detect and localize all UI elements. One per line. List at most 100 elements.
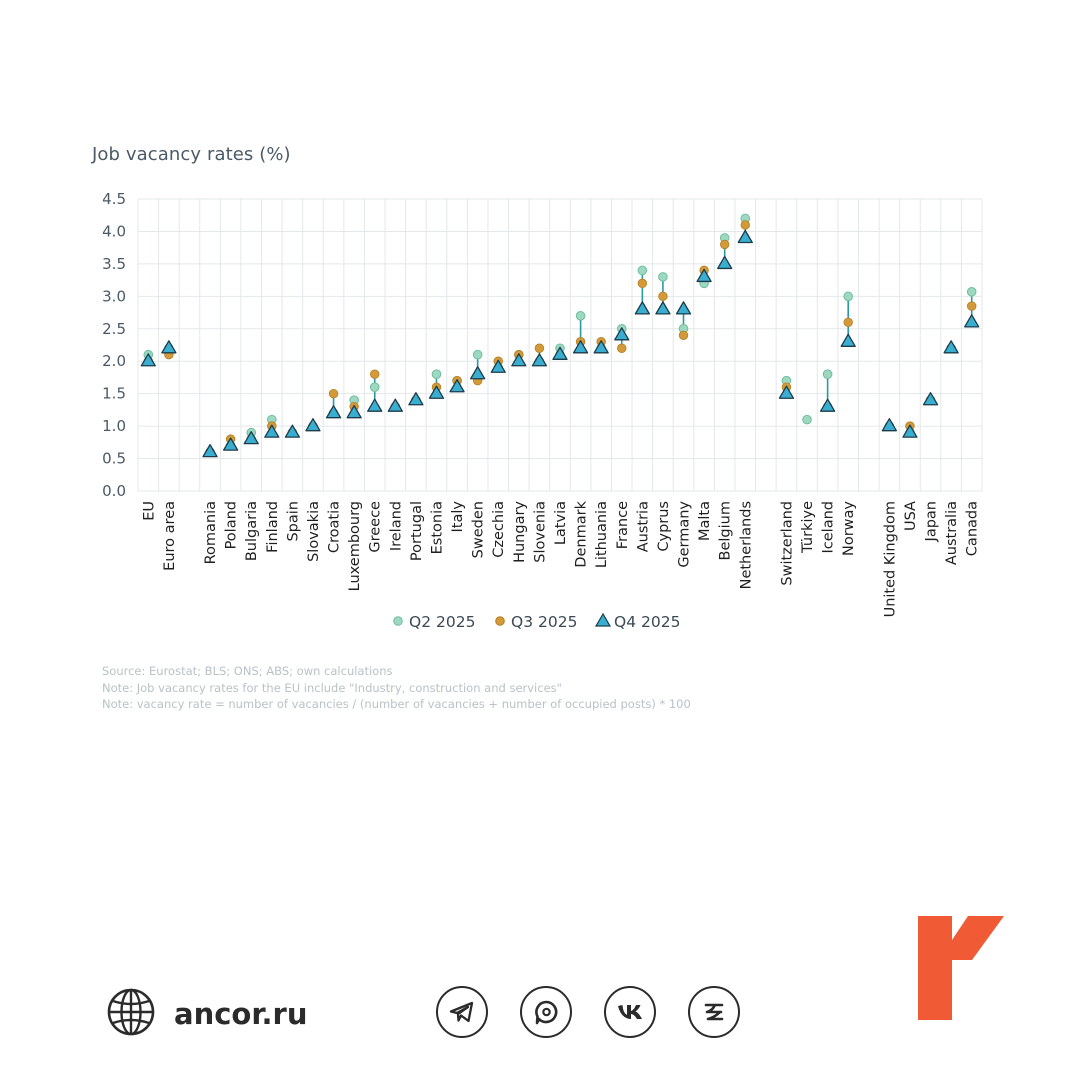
q4-point: [655, 301, 671, 315]
legend-label: Q3 2025: [511, 613, 577, 631]
x-tick-label: Switzerland: [779, 501, 795, 586]
q3-point: [370, 369, 380, 379]
q2-point: [843, 291, 853, 302]
x-tick-label: United Kingdom: [882, 501, 898, 617]
q4-point: [408, 392, 424, 406]
q4-point: [531, 353, 548, 367]
q4-point: [325, 405, 342, 419]
q4-point: [943, 340, 959, 354]
chart-title: Job vacancy rates (%): [92, 144, 291, 165]
legend-marker: [393, 616, 403, 626]
q2-point: [822, 369, 833, 380]
x-tick-label: Croatia: [327, 501, 343, 553]
x-tick-label: Australia: [944, 501, 960, 565]
q4-point: [428, 385, 445, 399]
x-tick-label: Poland: [224, 501, 240, 549]
data-markers: [140, 213, 980, 458]
q2-point: [369, 382, 380, 392]
q4-point: [922, 392, 939, 406]
x-axis-labels: EU Euro area Romania Poland Bulgaria Finland S…: [141, 500, 980, 617]
x-tick-label: Latvia: [553, 501, 569, 545]
eu-scope-note: Note: Job vacancy rates for the EU inclu…: [102, 680, 562, 695]
q4-point: [305, 418, 321, 432]
q3-point: [678, 330, 689, 340]
x-tick-label: Romania: [203, 501, 219, 564]
q2-point: [575, 311, 586, 321]
q4-point: [675, 301, 692, 315]
x-tick-label: Italy: [450, 501, 466, 533]
y-tick-label: 3.0: [102, 287, 126, 305]
x-tick-label: Canada: [965, 501, 981, 556]
q4-point: [778, 385, 795, 399]
y-axis-ticks: 0.0 0.5 1.0 1.5 2.0 2.5 3.0 3.5 4.0 4.5: [102, 190, 126, 500]
q3-point: [843, 317, 853, 327]
x-tick-label: Netherlands: [738, 501, 754, 589]
y-tick-label: 4.0: [102, 222, 126, 240]
x-tick-label: Czechia: [491, 501, 507, 558]
q4-point: [161, 340, 177, 354]
x-tick-label: Estonia: [429, 501, 445, 554]
telegram-icon[interactable]: [436, 986, 488, 1038]
q3-point: [617, 343, 627, 353]
zen-icon[interactable]: [688, 986, 740, 1038]
x-tick-label: Denmark: [574, 500, 590, 567]
q4-point: [840, 333, 856, 347]
max-messenger-icon[interactable]: [520, 986, 572, 1038]
legend-label: Q2 2025: [409, 613, 475, 631]
q4-point: [202, 443, 218, 458]
x-tick-label: Germany: [677, 501, 693, 568]
q4-point: [387, 398, 403, 412]
q4-point: [346, 405, 362, 419]
q4-point: [593, 340, 609, 354]
x-tick-label: Belgium: [718, 501, 734, 560]
q2-point: [802, 414, 812, 425]
q2-point: [472, 349, 483, 360]
y-tick-label: 0.0: [102, 482, 126, 500]
x-tick-label: Türkiye: [800, 501, 816, 554]
y-tick-label: 2.0: [102, 352, 126, 370]
q4-point: [572, 340, 589, 354]
x-tick-label: Slovakia: [306, 501, 322, 562]
q4-point: [902, 424, 918, 438]
q3-point: [328, 388, 339, 399]
y-tick-label: 1.0: [102, 417, 126, 435]
q4-point: [243, 430, 259, 445]
vk-icon[interactable]: [604, 986, 656, 1038]
q3-point: [637, 278, 648, 289]
q4-point: [964, 314, 980, 328]
website-link[interactable]: ancor.ru: [174, 997, 308, 1031]
legend-marker: [594, 612, 612, 627]
q2-point: [637, 265, 648, 276]
x-tick-label: Greece: [368, 501, 384, 553]
q4-point: [696, 268, 712, 283]
q4-point: [881, 418, 898, 432]
legend-marker: [495, 616, 505, 626]
y-tick-label: 1.5: [102, 385, 126, 403]
q4-point: [511, 353, 527, 367]
q3-point: [740, 220, 750, 230]
footer-website[interactable]: ancor.ru: [106, 988, 307, 1040]
x-tick-label: Cyprus: [656, 501, 672, 552]
q4-point: [222, 437, 239, 451]
x-tick-label: USA: [903, 501, 919, 531]
q4-point: [449, 379, 465, 393]
x-tick-label: Lithuania: [594, 501, 610, 568]
brand-logo-icon: [918, 916, 1006, 1024]
q4-point: [614, 327, 630, 341]
x-tick-label: Japan: [924, 501, 940, 542]
x-tick-label: Spain: [285, 501, 301, 542]
x-tick-label: France: [615, 501, 631, 549]
q3-point: [719, 239, 730, 250]
x-tick-label: Austria: [635, 501, 651, 552]
q4-point: [737, 229, 753, 244]
x-tick-label: Luxembourg: [347, 501, 363, 591]
q2-point: [966, 286, 977, 297]
q2-point: [658, 272, 668, 282]
source-note: Source: Eurostat; BLS; ONS; ABS; own cal…: [102, 664, 393, 678]
x-tick-label: Iceland: [821, 501, 837, 553]
legend-label: Q4 2025: [614, 613, 680, 631]
globe-icon: [106, 987, 156, 1041]
q4-point: [470, 366, 486, 380]
q3-point: [534, 343, 545, 353]
